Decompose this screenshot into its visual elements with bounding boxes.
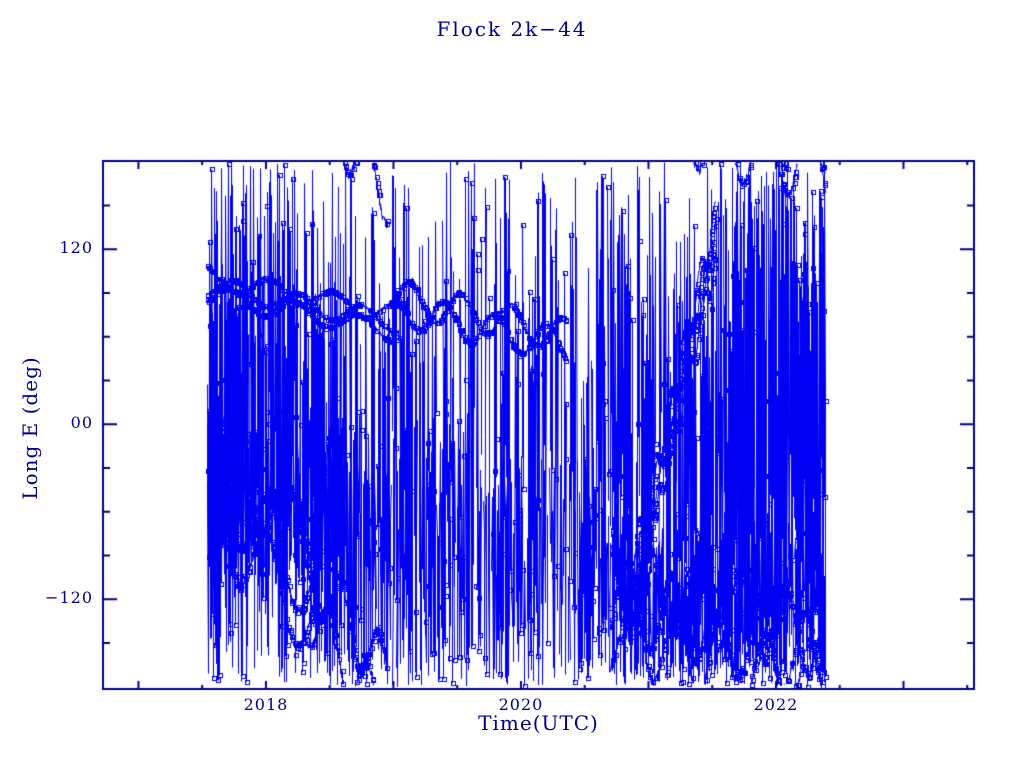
x-axis-label: Time(UTC): [478, 711, 599, 735]
y-tick-label: −120: [45, 588, 93, 608]
x-tick-label: 2018: [243, 695, 289, 714]
y-tick-label: 00: [70, 413, 93, 433]
y-tick-label: 120: [59, 238, 93, 258]
x-tick-label: 2022: [753, 695, 799, 714]
chart-title: Flock 2k−44: [436, 17, 588, 41]
x-tick-label: 2020: [498, 695, 544, 714]
